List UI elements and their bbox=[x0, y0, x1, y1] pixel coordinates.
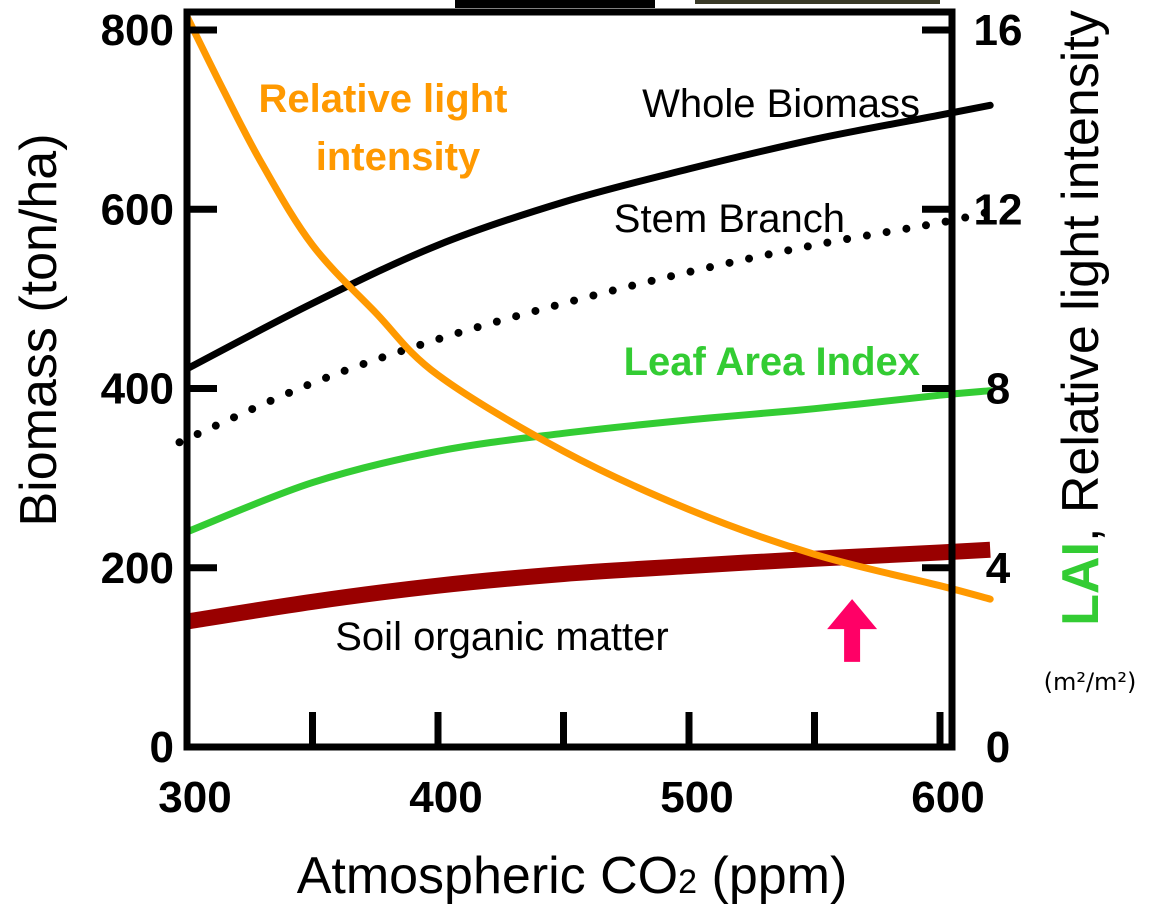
annotation-arrow-up-0 bbox=[827, 599, 878, 662]
left-tick-label-600: 600 bbox=[101, 185, 174, 234]
right-axis-title: LAI, Relative light intensity bbox=[1052, 10, 1110, 626]
right-tick-label-12: 12 bbox=[974, 185, 1023, 234]
series-whole-biomass-line bbox=[183, 101, 994, 373]
right-axis-title-rest: Relative light intensity bbox=[1052, 10, 1110, 527]
right-axis-tick-labels: 0 4 8 12 16 bbox=[974, 6, 1023, 772]
left-axis-tick-labels: 0 200 400 600 800 bbox=[101, 6, 174, 772]
left-axis-ticks bbox=[187, 26, 217, 572]
series-layer bbox=[175, 13, 994, 630]
left-tick-label-0: 0 bbox=[150, 723, 174, 772]
left-axis-title: Biomass (ton/ha) bbox=[10, 133, 68, 526]
label-leaf-area-index: Leaf Area Index bbox=[624, 340, 920, 384]
label-relative-light-line1: Relative light bbox=[259, 77, 508, 121]
right-tick-label-0: 0 bbox=[986, 723, 1010, 772]
right-tick-label-16: 16 bbox=[974, 6, 1023, 55]
right-tick-label-8: 8 bbox=[986, 365, 1010, 414]
plot-frame bbox=[183, 8, 956, 751]
right-axis-unit: (m²/m²) bbox=[1044, 668, 1137, 696]
left-tick-label-200: 200 bbox=[101, 544, 174, 593]
series-stem-branch-line bbox=[175, 208, 990, 447]
x-tick-label-500: 500 bbox=[660, 773, 733, 822]
right-axis-ticks bbox=[922, 26, 952, 572]
label-stem-branch: Stem Branch bbox=[614, 197, 845, 241]
x-tick-label-600: 600 bbox=[911, 773, 984, 822]
top-fragment-image bbox=[695, 0, 940, 4]
top-fragment-line bbox=[455, 0, 655, 8]
x-axis-title: Atmospheric CO2 (ppm) bbox=[297, 847, 848, 905]
x-tick-label-300: 300 bbox=[158, 773, 231, 822]
x-axis-ticks bbox=[309, 712, 944, 747]
annotation-arrow-layer bbox=[827, 599, 878, 662]
x-axis-tick-labels: 300 400 500 600 bbox=[158, 773, 984, 822]
label-whole-biomass: Whole Biomass bbox=[642, 82, 920, 126]
left-tick-label-800: 800 bbox=[101, 6, 174, 55]
x-tick-label-400: 400 bbox=[409, 773, 482, 822]
series-soil-organic-matter-line bbox=[185, 541, 991, 630]
series-leaf-area-index-line bbox=[183, 387, 994, 536]
right-tick-label-4: 4 bbox=[986, 544, 1011, 593]
left-tick-label-400: 400 bbox=[101, 365, 174, 414]
label-soil-organic-matter: Soil organic matter bbox=[335, 615, 668, 659]
series-relative-light-intensity-line bbox=[183, 13, 994, 603]
label-relative-light-line2: intensity bbox=[316, 135, 481, 179]
right-axis-title-lai: LAI bbox=[1052, 542, 1110, 626]
right-axis-title-comma: , bbox=[1052, 528, 1110, 542]
